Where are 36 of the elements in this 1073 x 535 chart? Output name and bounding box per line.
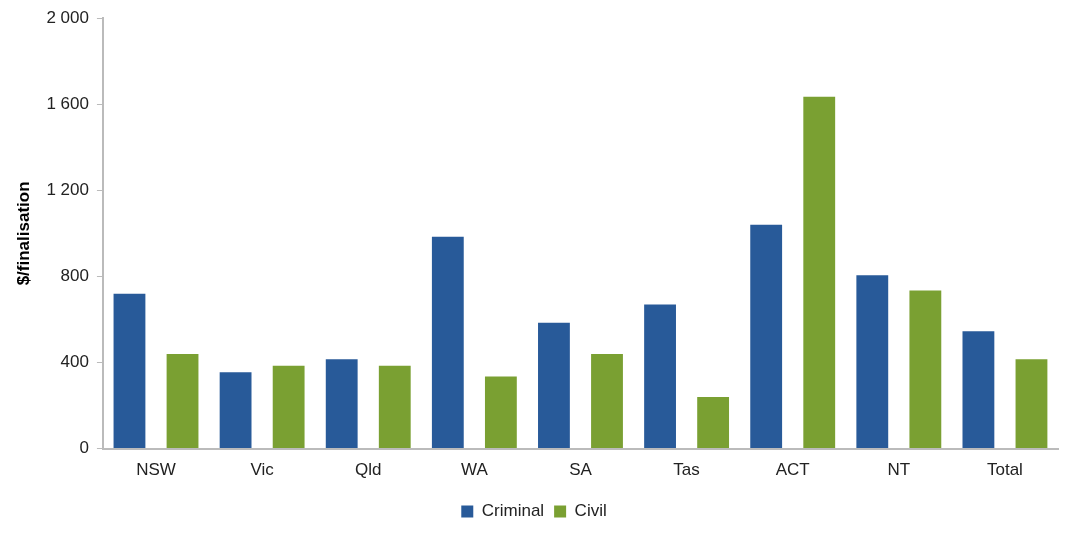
bar (1015, 359, 1048, 449)
x-tick-label: Total (986, 460, 1023, 480)
bar (378, 365, 411, 449)
bar (856, 275, 889, 449)
legend-label: Criminal (481, 501, 545, 521)
bar (538, 322, 570, 449)
bar (325, 359, 358, 449)
y-tick-label: 1 200 (46, 180, 89, 200)
y-tick-label: 2 000 (46, 7, 89, 27)
bar (909, 290, 942, 449)
bar (113, 293, 146, 449)
bar (644, 304, 676, 449)
x-tick-label: NSW (136, 460, 176, 480)
bar (219, 372, 252, 449)
x-tick-label: NT (887, 460, 911, 480)
x-tick-label: SA (569, 460, 593, 480)
bar (484, 376, 517, 449)
bar (431, 236, 464, 449)
x-tick-label: Vic (250, 460, 275, 480)
x-tick-label: WA (460, 460, 489, 480)
legend-label: Civil (574, 501, 607, 521)
bar (166, 353, 199, 449)
y-tick-label: 800 (60, 266, 89, 286)
bar (803, 96, 836, 449)
bar (272, 365, 305, 449)
bar (697, 396, 730, 449)
y-tick-label: 400 (60, 352, 89, 372)
x-tick-label: Qld (355, 460, 382, 480)
bar (591, 353, 623, 449)
bar (962, 331, 995, 449)
x-tick-label: Tas (673, 460, 700, 480)
y-tick-label: 0 (79, 438, 89, 458)
y-axis-title: $/finalisation (13, 181, 33, 286)
bar (750, 224, 783, 449)
y-tick-label: 1 600 (46, 93, 89, 113)
x-tick-label: ACT (775, 460, 810, 480)
